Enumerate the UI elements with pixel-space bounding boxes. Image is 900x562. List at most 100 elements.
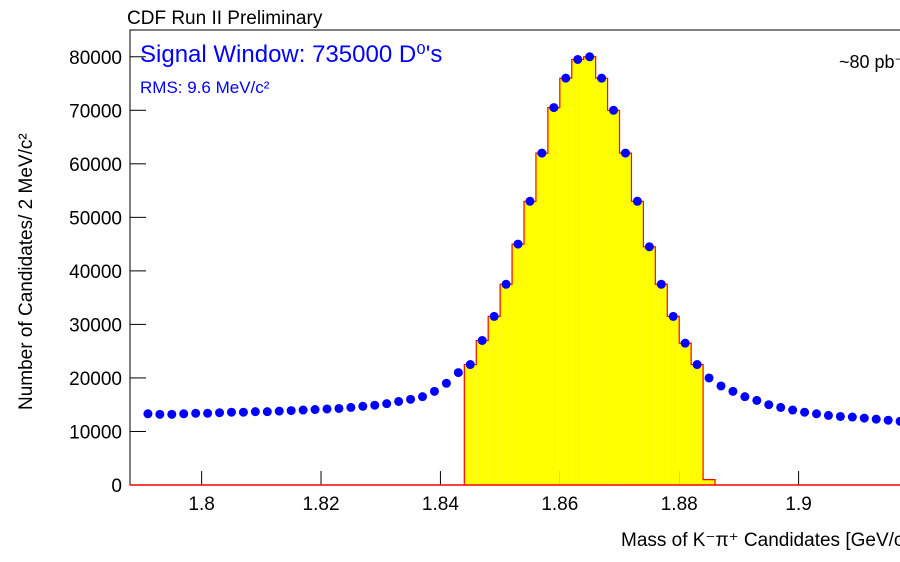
data-point — [812, 409, 821, 418]
data-point — [621, 149, 630, 158]
x-tick-label: 1.9 — [785, 494, 811, 515]
histogram-bar — [548, 108, 560, 485]
data-point — [525, 197, 534, 206]
y-tick-label: 0 — [111, 476, 122, 497]
histogram-bar — [464, 365, 476, 485]
histogram-bar — [596, 78, 608, 485]
data-point — [334, 404, 343, 413]
data-point — [717, 381, 726, 390]
histogram-bar — [512, 244, 524, 485]
chart-title: CDF Run II Preliminary — [127, 8, 323, 29]
y-tick-label: 20000 — [69, 369, 122, 390]
histogram-bar — [476, 340, 488, 485]
data-point — [466, 360, 475, 369]
histogram-bar — [703, 480, 715, 485]
data-point — [191, 409, 200, 418]
x-tick-label: 1.82 — [303, 494, 340, 515]
data-point — [442, 379, 451, 388]
histogram-bar — [572, 59, 584, 485]
data-point — [884, 416, 893, 425]
histogram-bar — [584, 57, 596, 485]
data-point — [573, 55, 582, 64]
data-point — [836, 412, 845, 421]
data-point — [597, 74, 606, 83]
y-axis-label: Number of Candidates/ 2 MeV/c² — [16, 133, 37, 410]
y-tick-label: 70000 — [69, 101, 122, 122]
data-point — [776, 403, 785, 412]
data-point — [287, 406, 296, 415]
data-point — [537, 149, 546, 158]
data-point — [418, 392, 427, 401]
y-tick-label: 50000 — [69, 208, 122, 229]
data-point — [705, 373, 714, 382]
data-point — [514, 240, 523, 249]
data-point — [848, 413, 857, 422]
y-tick-label: 40000 — [69, 262, 122, 283]
data-point — [585, 52, 594, 61]
x-tick-label: 1.86 — [541, 494, 578, 515]
data-point — [657, 280, 666, 289]
data-point — [179, 409, 188, 418]
data-point — [227, 408, 236, 417]
data-point — [454, 368, 463, 377]
y-tick-label: 10000 — [69, 422, 122, 443]
data-point — [406, 395, 415, 404]
annotation: Signal Window: 735000 D⁰'s — [140, 41, 442, 68]
y-tick-label: 30000 — [69, 315, 122, 336]
data-point — [346, 403, 355, 412]
data-point — [370, 401, 379, 410]
histogram-bar — [655, 284, 667, 485]
data-point — [633, 197, 642, 206]
data-point — [215, 408, 224, 417]
data-point — [263, 407, 272, 416]
data-point — [251, 407, 260, 416]
data-point — [681, 339, 690, 348]
data-point — [752, 396, 761, 405]
histogram-bar — [560, 78, 572, 485]
data-point — [358, 402, 367, 411]
histogram-bar — [488, 316, 500, 485]
data-point — [203, 409, 212, 418]
histogram-bar — [620, 153, 632, 485]
annotation: ~80 pb⁻¹ — [839, 52, 900, 72]
data-point — [382, 399, 391, 408]
data-point — [478, 336, 487, 345]
data-point — [728, 387, 737, 396]
x-tick-label: 1.88 — [661, 494, 698, 515]
y-tick-label: 60000 — [69, 155, 122, 176]
data-point — [311, 405, 320, 414]
data-point — [299, 406, 308, 415]
histogram-bar — [536, 153, 548, 485]
data-point — [788, 406, 797, 415]
data-point — [323, 404, 332, 413]
data-point — [645, 242, 654, 251]
data-point — [669, 312, 678, 321]
data-point — [430, 387, 439, 396]
histogram-bar — [608, 110, 620, 485]
data-point — [275, 407, 284, 416]
data-point — [490, 312, 499, 321]
histogram-bar — [524, 201, 536, 485]
histogram-bar — [691, 365, 703, 485]
histogram-bar — [667, 316, 679, 485]
data-point — [394, 397, 403, 406]
x-tick-label: 1.8 — [188, 494, 214, 515]
histogram-bar — [679, 343, 691, 485]
histogram-bar — [631, 201, 643, 485]
data-point — [239, 408, 248, 417]
data-point — [502, 280, 511, 289]
data-point — [155, 410, 164, 419]
data-point — [609, 106, 618, 115]
x-axis-label: Mass of K⁻π⁺ Candidates [GeV/c²] — [621, 530, 900, 551]
data-point — [872, 415, 881, 424]
y-tick-label: 80000 — [69, 48, 122, 69]
data-point — [740, 392, 749, 401]
histogram-bar — [500, 284, 512, 485]
histogram-bar — [643, 247, 655, 485]
data-point — [143, 409, 152, 418]
data-point — [167, 410, 176, 419]
data-point — [824, 411, 833, 420]
data-point — [800, 408, 809, 417]
data-point — [693, 360, 702, 369]
